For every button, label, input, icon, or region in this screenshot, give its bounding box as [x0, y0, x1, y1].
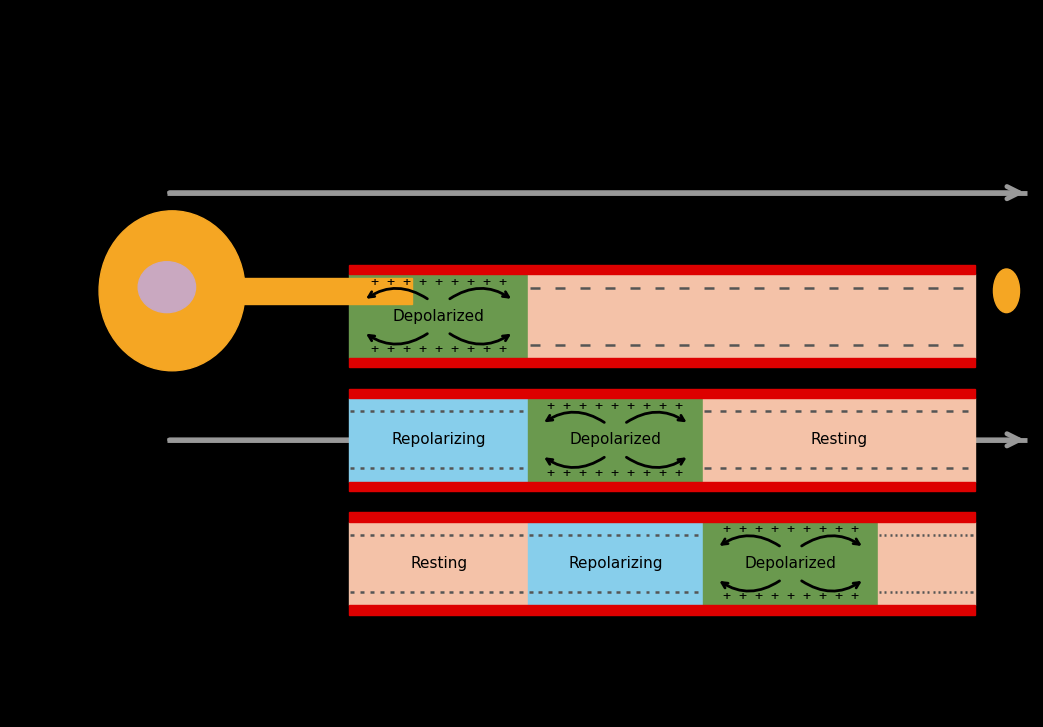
Text: Repolarizing: Repolarizing [568, 556, 662, 571]
Bar [703, 522, 878, 605]
Text: Resting: Resting [810, 433, 868, 447]
Bar [349, 481, 975, 491]
Text: + + + + + + + + +: + + + + + + + + + [370, 343, 507, 356]
Bar [528, 274, 975, 358]
Bar [349, 358, 975, 368]
Bar [528, 522, 703, 605]
Ellipse shape [99, 211, 245, 371]
Text: + + + + + + + + +: + + + + + + + + + [723, 590, 858, 603]
Text: Repolarizing: Repolarizing [391, 433, 486, 447]
Bar [349, 274, 528, 358]
Bar [349, 398, 528, 481]
Text: + + + + + + + + +: + + + + + + + + + [723, 523, 858, 537]
Text: Resting: Resting [410, 556, 467, 571]
Bar [878, 522, 975, 605]
Ellipse shape [993, 269, 1020, 313]
Text: Depolarized: Depolarized [392, 309, 485, 324]
Text: Depolarized: Depolarized [569, 433, 661, 447]
Bar [349, 388, 975, 398]
Text: + + + + + + + + +: + + + + + + + + + [548, 467, 683, 480]
Text: + + + + + + + + +: + + + + + + + + + [370, 276, 507, 289]
Bar [349, 522, 528, 605]
Text: Depolarized: Depolarized [745, 556, 836, 571]
Bar [349, 265, 975, 275]
Text: + + + + + + + + +: + + + + + + + + + [548, 400, 683, 413]
Bar [235, 278, 412, 304]
Bar [349, 605, 975, 615]
Bar [349, 512, 975, 522]
Bar [528, 398, 703, 481]
Ellipse shape [138, 262, 196, 313]
Bar [703, 398, 975, 481]
